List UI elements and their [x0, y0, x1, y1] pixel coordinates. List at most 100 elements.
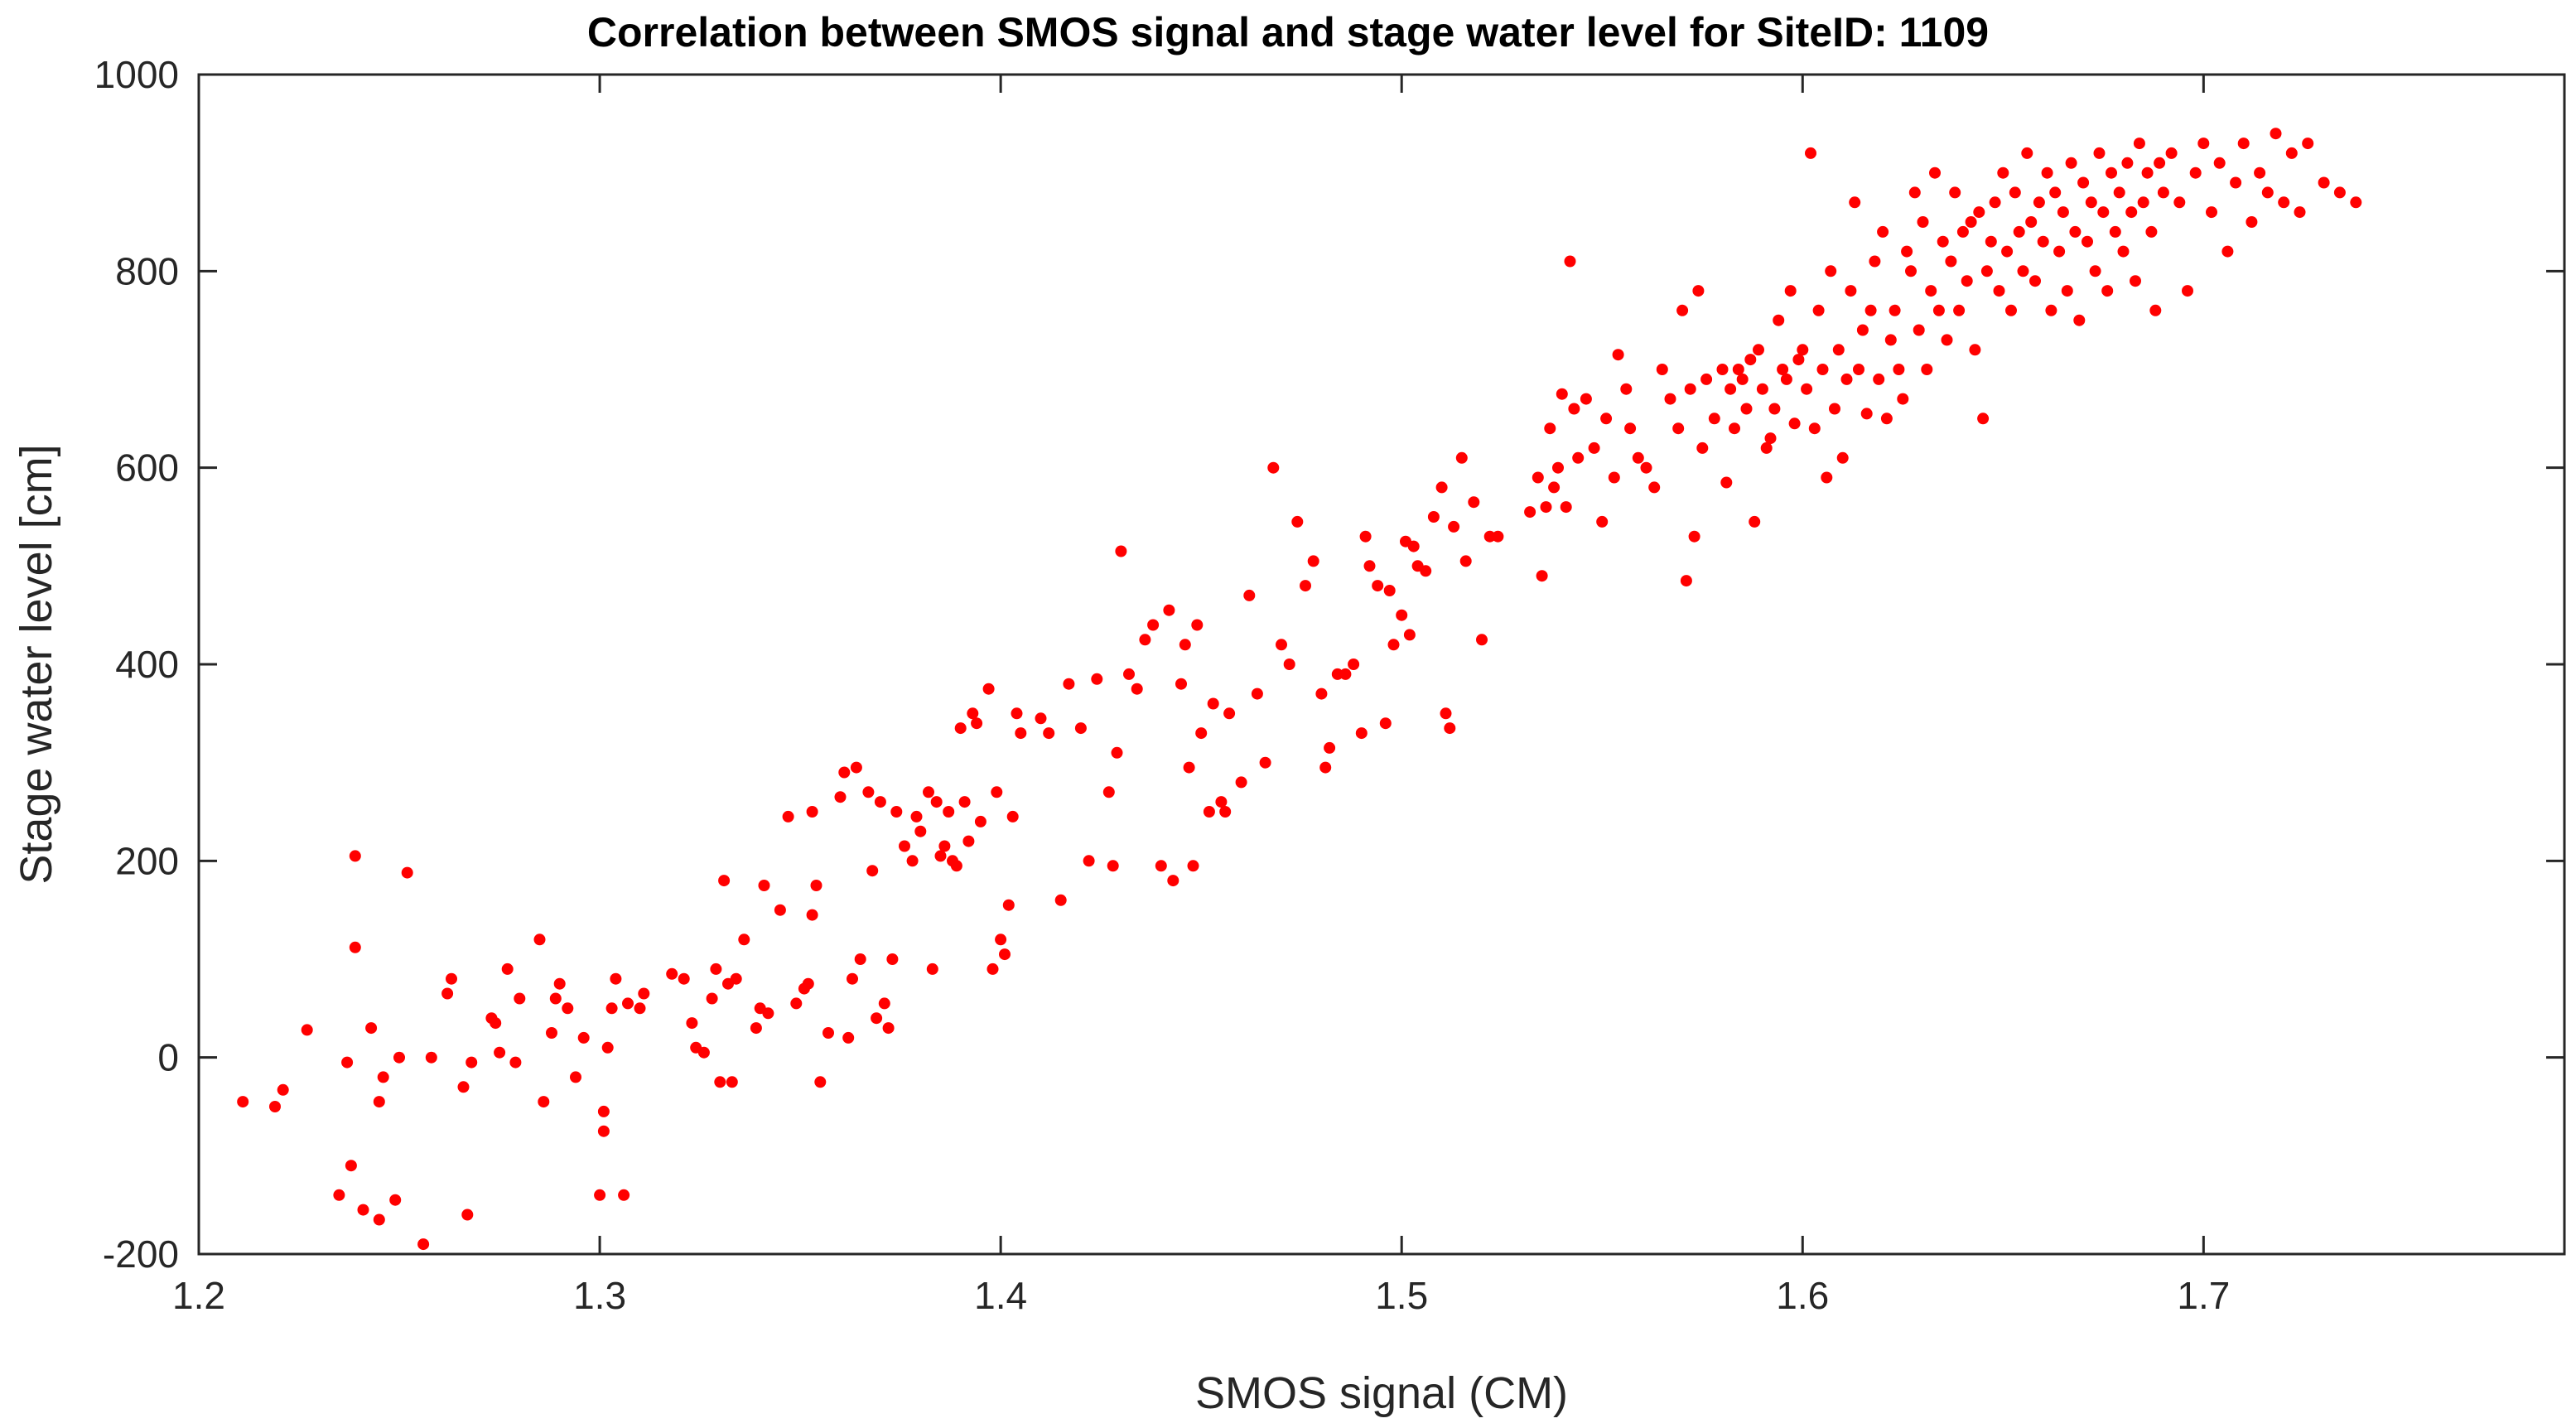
data-point	[1276, 639, 1287, 651]
data-point	[2294, 206, 2306, 219]
data-point	[1147, 619, 1160, 631]
data-point	[1111, 746, 1123, 759]
data-point	[1035, 712, 1047, 725]
data-point	[1676, 304, 1689, 316]
data-point	[1191, 619, 1204, 631]
data-point	[890, 806, 903, 818]
data-point	[1825, 265, 1837, 277]
data-point	[1002, 899, 1015, 911]
data-point	[1387, 639, 1400, 651]
data-point	[1989, 196, 2001, 209]
data-point	[2025, 216, 2038, 228]
data-point	[1331, 668, 1343, 680]
data-point	[2121, 157, 2134, 169]
data-point	[605, 1002, 618, 1015]
data-point	[1913, 324, 1925, 336]
data-point	[594, 1189, 606, 1201]
data-point	[1091, 673, 1103, 685]
data-point	[862, 786, 875, 798]
data-point	[2057, 206, 2069, 219]
data-point	[1348, 659, 1360, 670]
data-point	[553, 977, 566, 990]
data-point	[2206, 206, 2217, 219]
data-point	[1207, 697, 1219, 710]
data-point	[866, 865, 879, 877]
data-point	[1753, 344, 1764, 356]
data-point	[738, 934, 750, 946]
data-point	[1700, 373, 1713, 385]
data-point	[634, 1002, 646, 1015]
data-point	[1901, 245, 1913, 258]
data-point	[1773, 314, 1785, 326]
x-tick-label: 1.5	[1375, 1274, 1428, 1317]
data-point	[2009, 186, 2021, 199]
data-point	[1688, 530, 1700, 543]
data-point	[1359, 530, 1372, 543]
data-point	[2130, 275, 2141, 287]
x-axis-label: SMOS signal (CM)	[1195, 1368, 1568, 1418]
data-point	[1407, 540, 1420, 552]
data-point	[1043, 727, 1055, 740]
data-point	[349, 941, 361, 953]
data-point	[710, 962, 722, 975]
data-point	[1908, 186, 1921, 199]
data-point	[1917, 216, 1929, 228]
data-point	[1291, 515, 1304, 528]
data-point	[1884, 334, 1897, 346]
data-point	[1993, 285, 2005, 297]
data-point	[365, 1022, 378, 1035]
data-point	[2045, 304, 2057, 316]
data-point	[1251, 687, 1263, 700]
data-point	[2157, 186, 2169, 199]
data-point	[1448, 520, 1460, 533]
data-point	[2021, 147, 2033, 159]
data-point	[962, 835, 975, 847]
data-point	[461, 1208, 474, 1221]
data-point	[1107, 860, 1119, 872]
data-point	[1223, 707, 1236, 720]
data-point	[2033, 196, 2045, 209]
data-point	[1840, 373, 1853, 385]
data-point	[1792, 354, 1805, 366]
data-point	[357, 1204, 369, 1216]
data-point	[762, 1007, 774, 1020]
data-point	[838, 766, 851, 779]
data-point	[1319, 761, 1332, 774]
data-point	[1459, 555, 1472, 567]
data-point	[1235, 776, 1247, 789]
data-point	[1300, 580, 1311, 592]
data-point	[1729, 422, 1740, 435]
data-point	[457, 1081, 470, 1093]
data-point	[601, 1041, 614, 1054]
data-point	[1580, 393, 1592, 405]
data-point	[2101, 285, 2114, 297]
data-point	[2029, 275, 2041, 287]
data-point	[810, 880, 822, 891]
data-point	[1054, 894, 1067, 906]
data-point	[971, 717, 983, 730]
data-point	[1131, 683, 1143, 695]
data-point	[686, 1017, 698, 1030]
data-point	[1956, 225, 1969, 238]
data-point	[610, 972, 622, 985]
data-point	[1869, 255, 1881, 268]
data-point	[2082, 235, 2093, 248]
data-point	[1187, 860, 1199, 872]
data-point	[806, 806, 818, 818]
data-point	[822, 1027, 834, 1039]
data-point	[1063, 678, 1075, 690]
x-tick-label: 1.3	[573, 1274, 626, 1317]
data-point	[1889, 304, 1901, 316]
data-point	[2001, 245, 2014, 258]
data-point	[1788, 417, 1801, 430]
data-point	[878, 997, 890, 1010]
data-point	[2285, 147, 2298, 159]
data-point	[1725, 383, 1737, 395]
data-point	[570, 1071, 581, 1083]
data-point	[1596, 515, 1609, 528]
data-point	[2154, 157, 2166, 169]
data-point	[1620, 383, 1633, 395]
data-point	[2073, 314, 2086, 326]
data-point	[349, 850, 361, 862]
